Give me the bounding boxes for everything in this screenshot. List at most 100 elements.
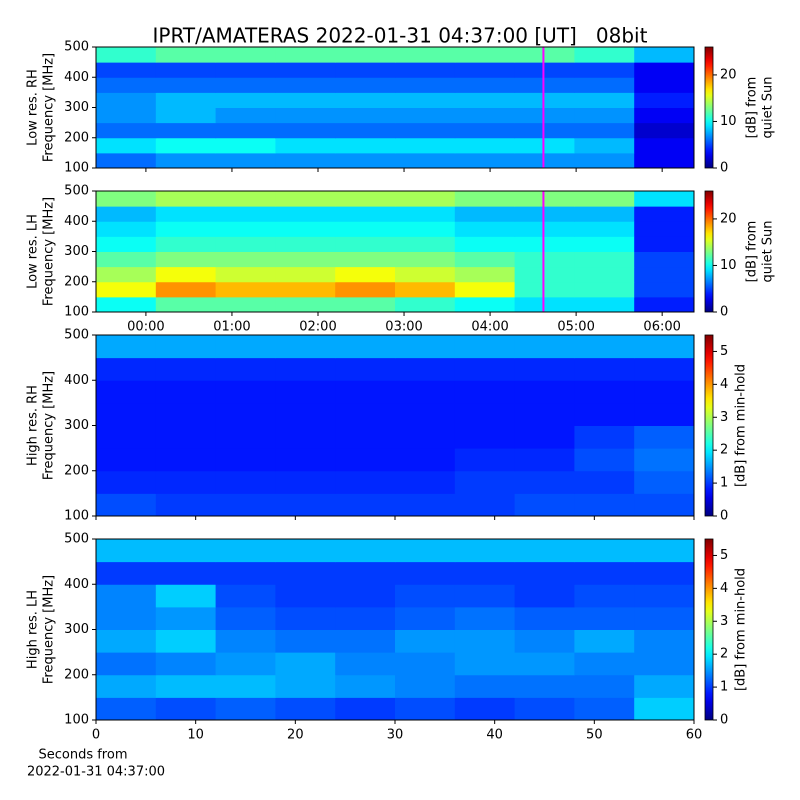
heatmap-cell	[215, 251, 276, 268]
heatmap-cell	[96, 152, 157, 169]
heatmap-cell	[514, 357, 575, 381]
heatmap-cell	[335, 380, 396, 404]
heatmap-cell	[454, 606, 516, 630]
heatmap-cell	[335, 77, 396, 93]
heatmap-cell	[155, 470, 217, 494]
heatmap-cell	[155, 206, 217, 222]
heatmap-cell	[634, 629, 695, 653]
heatmap-cell	[634, 107, 695, 124]
heatmap-cell	[155, 425, 217, 449]
heatmap-cell	[634, 539, 695, 563]
heatmap-cell	[215, 137, 276, 154]
heatmap-cell	[335, 357, 396, 381]
y-axis-label: High res. LH	[26, 590, 41, 669]
heatmap-cell	[335, 266, 396, 283]
heatmap-cell	[395, 425, 456, 449]
heatmap-cell	[96, 251, 157, 268]
y-axis-label: Frequency [MHz]	[42, 197, 57, 306]
heatmap-cell	[275, 206, 336, 222]
heatmap-cell	[634, 251, 695, 268]
heatmap-cell	[634, 266, 695, 283]
heatmap-cell	[155, 652, 217, 676]
heatmap-cell	[454, 425, 516, 449]
heatmap-cell	[454, 137, 516, 154]
heatmap-cell	[395, 629, 456, 653]
heatmap-cell	[275, 357, 336, 381]
heatmap-cell	[335, 539, 396, 563]
heatmap-cell	[215, 539, 276, 563]
heatmap-cell	[454, 296, 516, 313]
y-tick-label: 200	[64, 274, 89, 289]
heatmap-cell	[514, 493, 575, 517]
heatmap-cell	[96, 62, 157, 78]
y-tick-label: 100	[64, 713, 89, 728]
heatmap-cell	[335, 402, 396, 426]
x-tick-label: 30	[387, 728, 404, 743]
heatmap-cell	[634, 92, 695, 108]
heatmap-cell	[574, 697, 635, 721]
heatmap-cell	[275, 561, 336, 585]
heatmap-cell	[275, 674, 336, 698]
colorbar	[704, 46, 714, 169]
heatmap-cell	[514, 448, 575, 472]
heatmap-cell	[155, 251, 217, 268]
x-tick-label: 04:00	[471, 320, 508, 335]
y-axis-label: Low res. RH	[26, 69, 41, 146]
heatmap-cell	[335, 584, 396, 608]
heatmap-cell	[514, 77, 575, 93]
heatmap-cell	[335, 335, 396, 359]
heatmap-cell	[634, 606, 695, 630]
heatmap-cell	[454, 629, 516, 653]
heatmap-cell	[514, 191, 575, 207]
colorbar-tick-label: 0	[720, 161, 728, 176]
heatmap-cell	[395, 697, 456, 721]
heatmap-cell	[574, 281, 635, 298]
heatmap-cell	[275, 606, 336, 630]
x-axis-label: 2022-01-31 04:37:00	[27, 765, 165, 780]
heatmap-cell	[215, 652, 276, 676]
heatmap-cell	[634, 77, 695, 93]
heatmap-cell	[215, 448, 276, 472]
heatmap-cell	[574, 266, 635, 283]
colorbar-tick-label: 4	[720, 581, 728, 596]
heatmap-cell	[634, 122, 695, 139]
heatmap-cell	[275, 296, 336, 313]
heatmap-cell	[96, 629, 157, 653]
heatmap-cell	[215, 470, 276, 494]
heatmap-cell	[634, 281, 695, 298]
heatmap-cell	[275, 425, 336, 449]
heatmap-cell	[454, 561, 516, 585]
heatmap-cell	[454, 77, 516, 93]
heatmap-cell	[574, 652, 635, 676]
heatmap-cell	[155, 47, 217, 63]
heatmap-cell	[574, 107, 635, 124]
heatmap-cell	[335, 206, 396, 222]
heatmap-cell	[634, 152, 695, 169]
heatmap-cell	[335, 47, 396, 63]
heatmap-cell	[454, 652, 516, 676]
heatmap-cell	[395, 380, 456, 404]
heatmap-cell	[574, 470, 635, 494]
y-tick-label: 300	[64, 100, 89, 115]
heatmap-cell	[96, 652, 157, 676]
heatmap-cell	[155, 629, 217, 653]
heatmap-cell	[275, 539, 336, 563]
heatmap-cell	[574, 206, 635, 222]
heatmap-cell	[574, 296, 635, 313]
heatmap-cell	[634, 561, 695, 585]
y-tick-label: 400	[64, 373, 89, 388]
y-tick-label: 400	[64, 577, 89, 592]
y-tick-label: 500	[64, 40, 89, 55]
heatmap-cell	[155, 493, 217, 517]
heatmap-cell	[514, 62, 575, 78]
heatmap-cell	[395, 561, 456, 585]
colorbar-tick-label: 10	[720, 114, 737, 129]
heatmap-cell	[215, 296, 276, 313]
heatmap-cell	[155, 380, 217, 404]
heatmap-cell	[275, 652, 336, 676]
heatmap-cell	[574, 92, 635, 108]
y-axis-label: Frequency [MHz]	[42, 53, 57, 162]
heatmap-cell	[215, 697, 276, 721]
heatmap-cell	[514, 92, 575, 108]
